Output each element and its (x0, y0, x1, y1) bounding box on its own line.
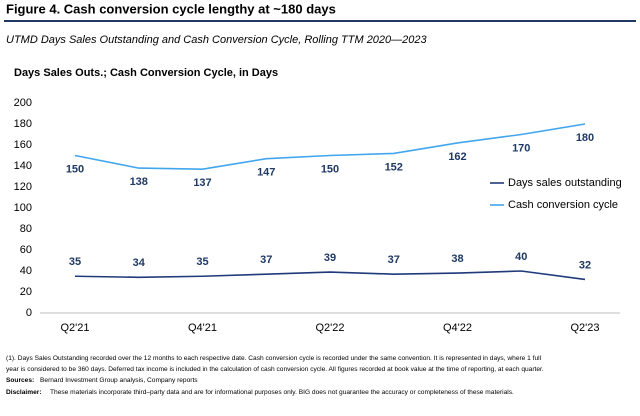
y-tick-label: 80 (20, 223, 32, 235)
x-tick-label: Q2'22 (315, 322, 344, 334)
data-label: 150 (66, 163, 84, 175)
data-label: 40 (515, 251, 527, 263)
chart-subtitle: UTMD Days Sales Outstanding and Cash Con… (6, 34, 428, 46)
legend-label: Days sales outstanding (508, 177, 622, 189)
series-line (74, 270, 586, 281)
y-tick-label: 120 (14, 181, 32, 193)
y-tick-label: 0 (26, 307, 32, 319)
sources: Bernard Investment Group analysis, Compa… (40, 377, 198, 384)
disclaimer-label: Disclaimer: (6, 389, 42, 396)
data-label: 38 (451, 253, 463, 265)
footnote: year is considered to be 360 days. Defer… (6, 366, 544, 373)
y-tick-label: 40 (20, 265, 32, 277)
series-line (74, 123, 586, 170)
data-label: 34 (133, 257, 146, 269)
data-label: 162 (448, 151, 466, 163)
data-label: 39 (324, 252, 336, 264)
data-label: 180 (576, 132, 594, 144)
data-label: 137 (193, 177, 211, 189)
sources-label: Sources: (6, 377, 34, 384)
data-label: 37 (388, 254, 400, 266)
data-label: 170 (512, 142, 530, 154)
disclaimer: These materials incorporate third–party … (50, 389, 514, 396)
data-label: 150 (321, 163, 339, 175)
data-label: 37 (260, 254, 272, 266)
legend-label: Cash conversion cycle (508, 199, 618, 211)
y-tick-label: 140 (14, 160, 32, 172)
data-label: 35 (69, 256, 81, 268)
data-label: 35 (196, 256, 208, 268)
data-label: 152 (385, 161, 403, 173)
y-tick-label: 100 (14, 202, 32, 214)
data-label: 32 (579, 259, 591, 271)
x-tick-label: Q2'21 (60, 322, 89, 334)
chart-title: Figure 4. Cash conversion cycle lengthy … (6, 1, 336, 16)
y-tick-label: 160 (14, 139, 32, 151)
x-tick-label: Q2'23 (570, 322, 599, 334)
x-tick-label: Q4'22 (443, 322, 472, 334)
x-tick-label: Q4'21 (188, 322, 217, 334)
data-label: 138 (130, 176, 148, 188)
y-axis-title: Days Sales Outs.; Cash Conversion Cycle,… (14, 67, 278, 79)
y-tick-label: 200 (14, 97, 32, 109)
y-tick-label: 180 (14, 118, 32, 130)
data-label: 147 (257, 167, 275, 179)
y-tick-label: 20 (20, 286, 32, 298)
y-tick-label: 60 (20, 244, 32, 256)
footnote: (1). Days Sales Outstanding recorded ove… (6, 355, 542, 362)
